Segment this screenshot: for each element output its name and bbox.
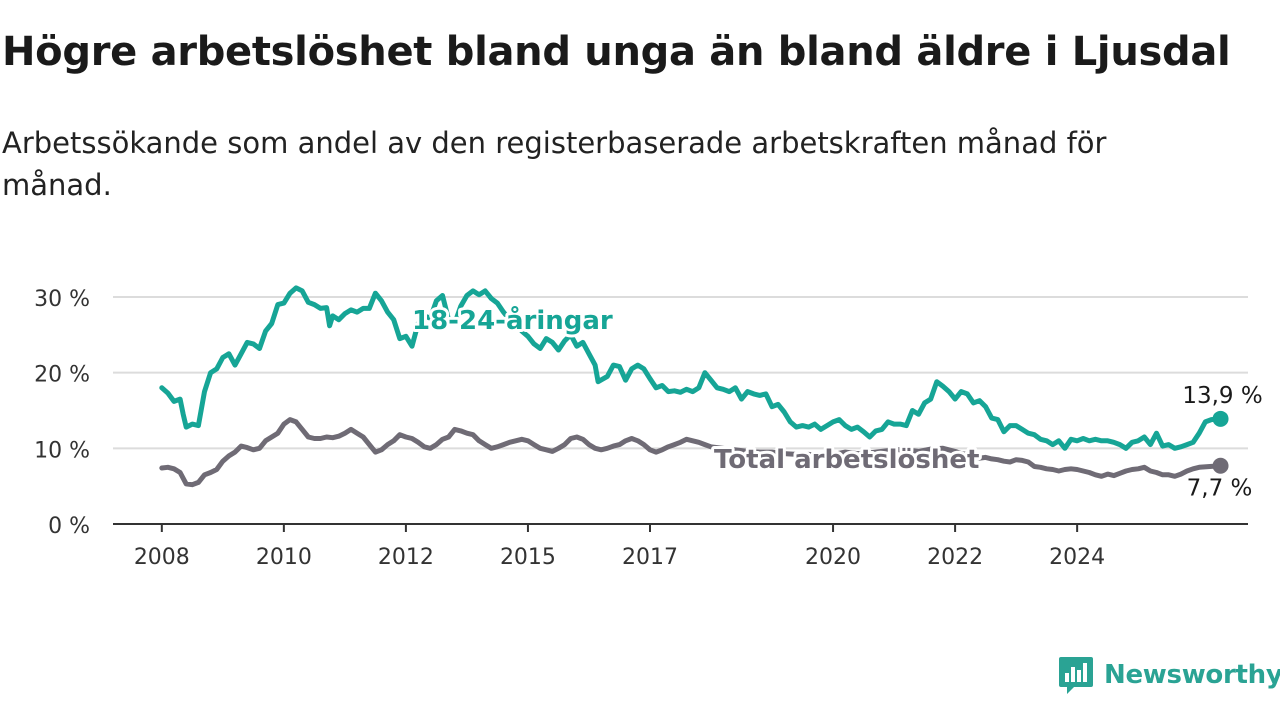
chart-subtitle: Arbetssökande som andel av den registerb… [2, 126, 1107, 202]
x-axis: 2008 2010 2012 2015 2017 2020 2022 2024 [113, 523, 1248, 570]
y-tick-label: 20 % [34, 363, 90, 388]
youth-end-label: 13,9 % [1182, 383, 1262, 409]
x-tick-label: 2024 [1049, 545, 1105, 570]
brand-name: Newsworthy [1104, 660, 1280, 690]
series-label-youth: 18-24-åringar [412, 304, 613, 336]
x-tick-label: 2015 [500, 545, 556, 570]
y-tick-label: 10 % [34, 438, 90, 463]
x-tick-label: 2017 [622, 545, 678, 570]
youth-end-marker [1212, 410, 1229, 427]
series-labels: 18-24-åringar Total arbetslöshet 13,9 % 7,7… [409, 301, 1266, 505]
series-label-total: Total arbetslöshet [714, 445, 979, 475]
gridlines [113, 296, 1248, 450]
series-line-total [159, 417, 1223, 488]
y-tick-label: 0 % [48, 514, 90, 539]
total-end-marker [1212, 457, 1229, 474]
series-lines [159, 285, 1223, 488]
y-tick-label: 30 % [34, 287, 90, 312]
x-tick-label: 2020 [805, 545, 861, 570]
x-tick-label: 2010 [256, 545, 312, 570]
series-line-youth [159, 285, 1223, 451]
x-tick-label: 2012 [378, 545, 434, 570]
total-end-label: 7,7 % [1187, 476, 1253, 502]
x-tick-label: 2008 [134, 545, 190, 570]
brand-logo: Newsworthy [1058, 654, 1280, 696]
chart-title: Högre arbetslöshet bland unga än bland ä… [2, 29, 1231, 75]
bar-chart-logo-icon [1059, 657, 1093, 694]
y-axis-ticks: 0 % 10 % 20 % 30 % [34, 287, 90, 539]
x-tick-label: 2022 [927, 545, 983, 570]
